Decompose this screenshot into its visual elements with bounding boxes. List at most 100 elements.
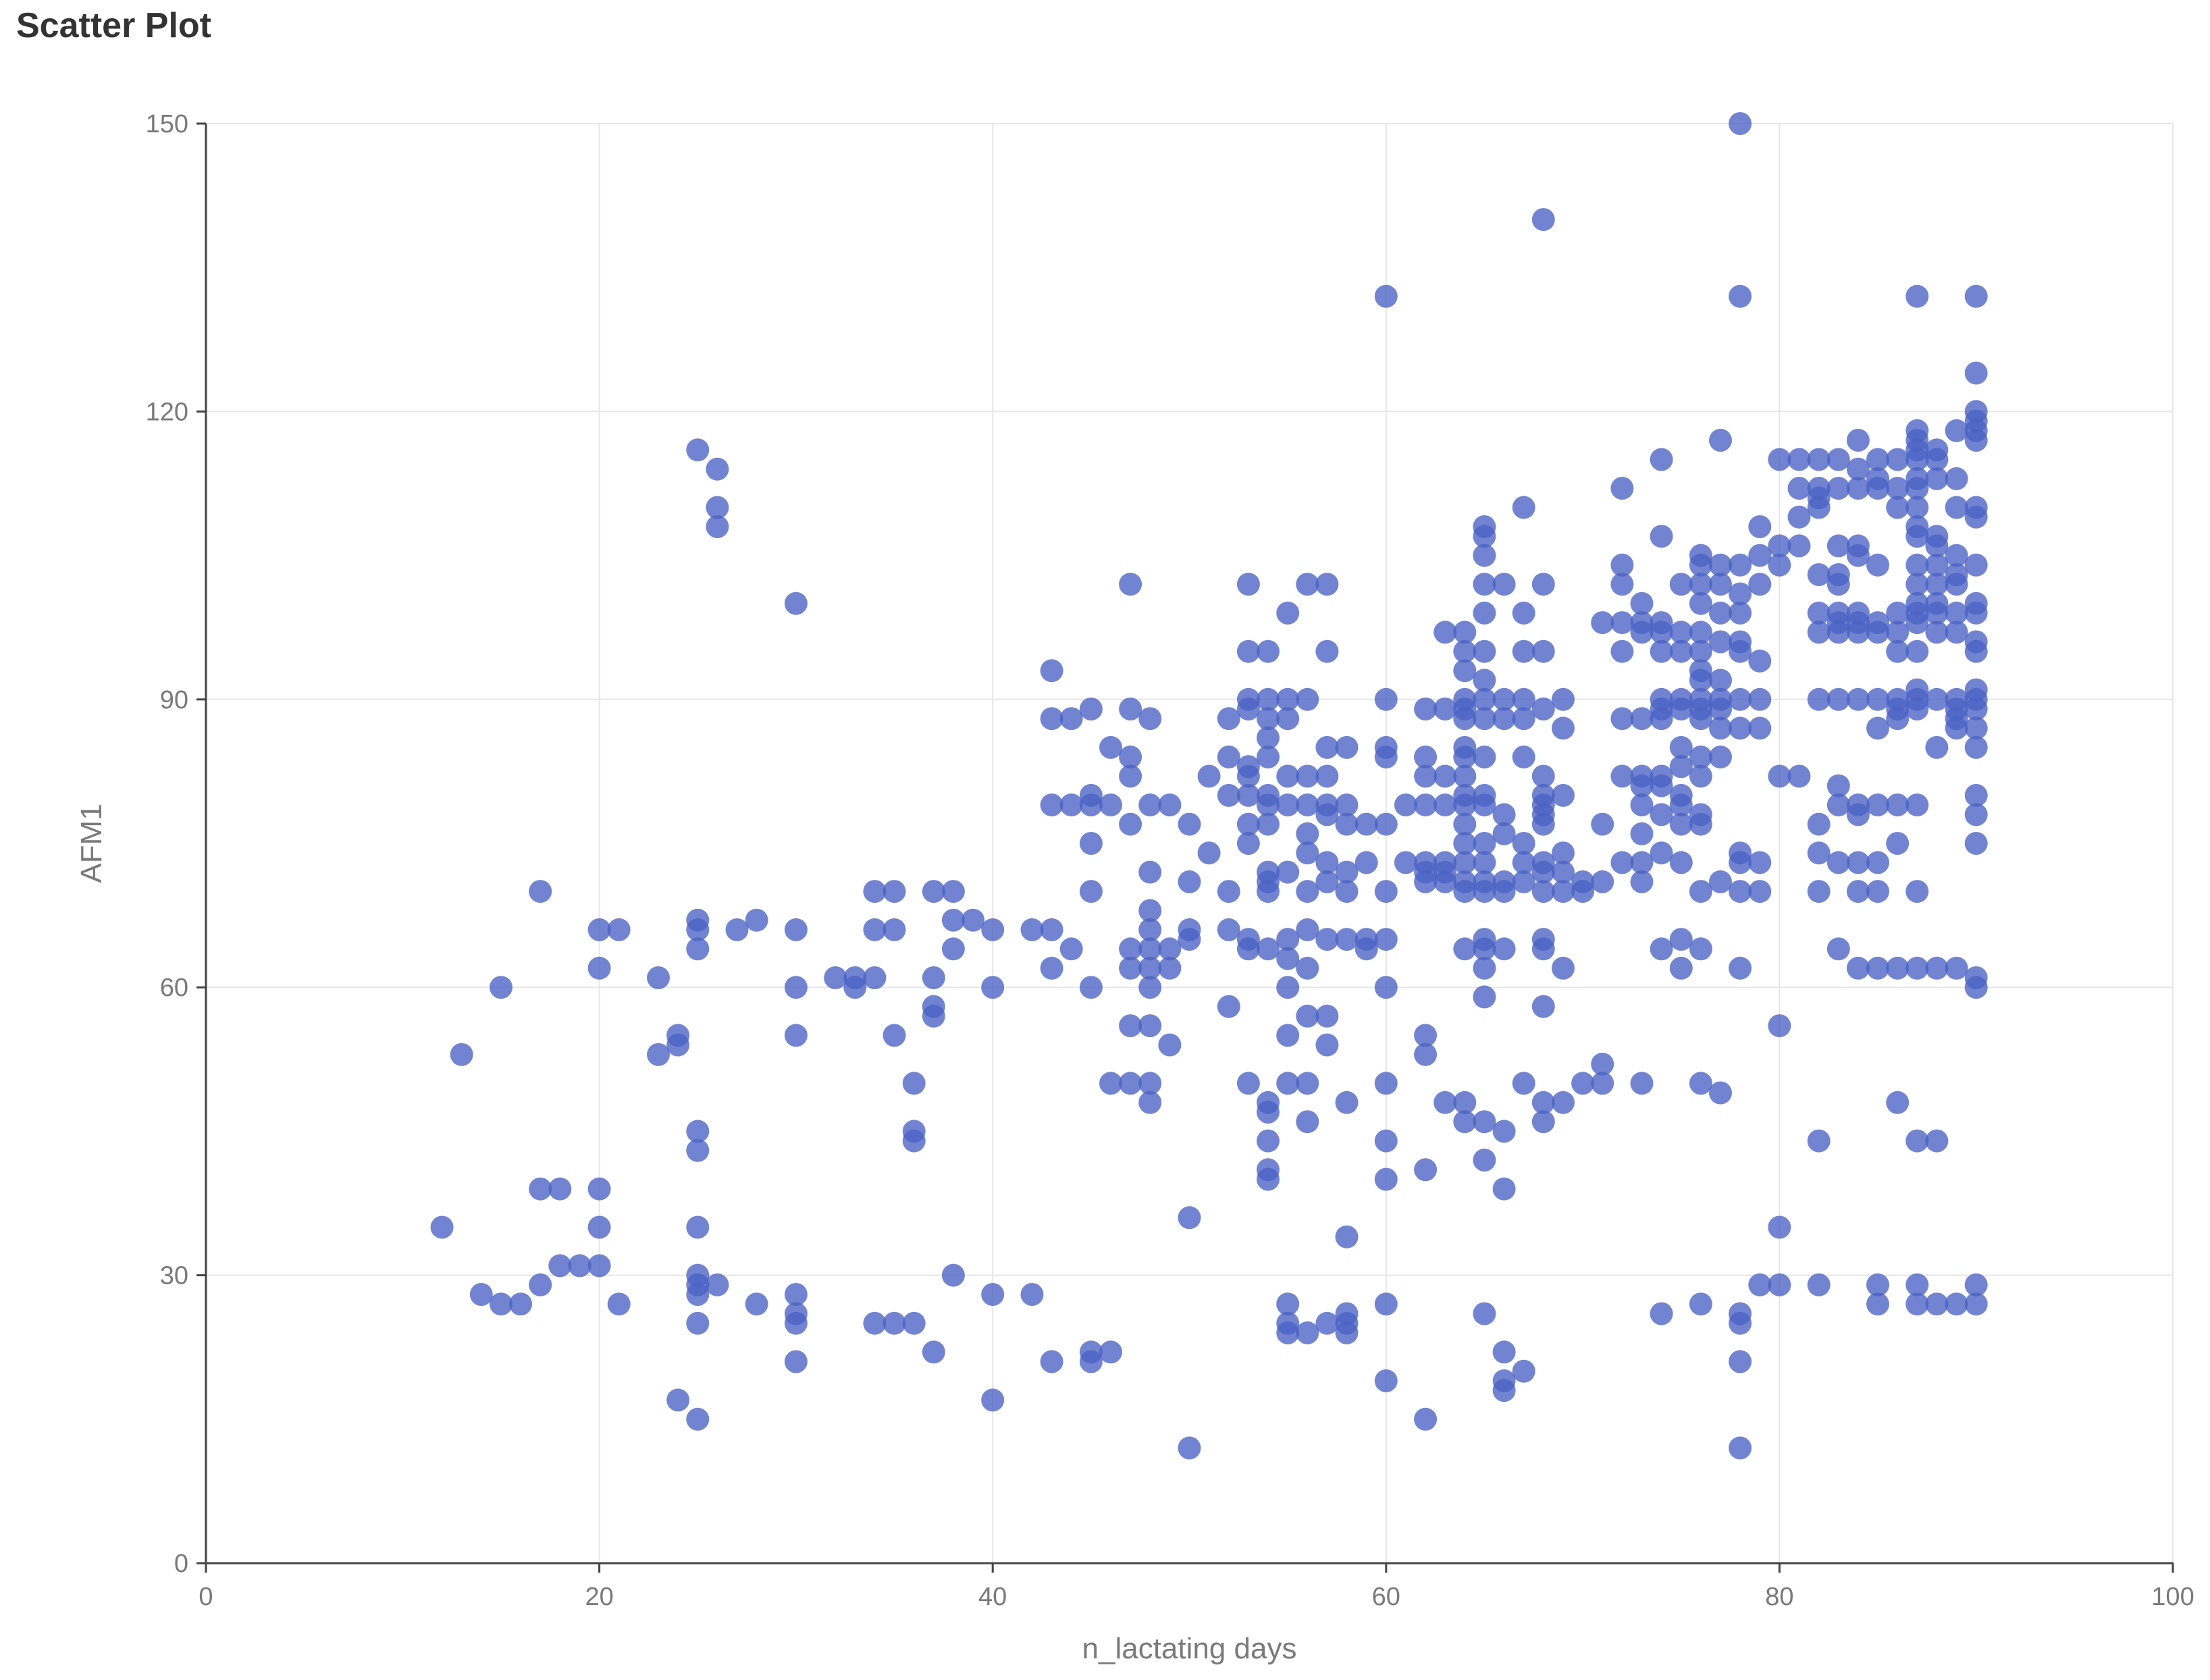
data-point [568,1254,591,1278]
data-point [1610,639,1634,663]
data-point [1119,1014,1142,1038]
data-point [1374,735,1398,759]
data-point [1492,803,1516,826]
data-point [1354,812,1378,836]
data-point [1925,687,1949,711]
data-point [1315,639,1339,663]
data-point [1079,783,1103,807]
data-point [1807,621,1831,644]
data-point [1453,639,1477,663]
data-point [1709,870,1732,893]
data-point [883,918,906,941]
data-point [1414,1407,1438,1431]
data-point [1591,812,1614,836]
data-point [1158,937,1182,961]
data-point [1492,937,1516,961]
data-point [1905,573,1929,596]
data-point [1315,793,1339,817]
data-point [1531,851,1555,874]
data-point [1138,1014,1162,1038]
data-point [1473,1110,1496,1134]
data-point [1571,1072,1595,1095]
data-point [922,880,945,903]
data-point [1473,928,1496,951]
data-point [1374,812,1398,836]
data-point [1964,361,1988,385]
data-point [902,1072,926,1095]
data-point [1492,1369,1516,1392]
data-point [1787,534,1811,558]
data-point [981,918,1005,941]
data-point [1729,956,1752,980]
data-point [1610,477,1634,500]
data-point [1315,573,1339,596]
data-point [1473,544,1496,567]
data-point [1531,639,1555,663]
data-point [1886,621,1910,644]
data-point [1276,1311,1300,1335]
data-point [1315,851,1339,874]
grid-lines [206,123,2174,1563]
data-point [1296,1321,1319,1344]
data-point [1925,1129,1949,1153]
data-point [1099,735,1122,759]
data-point [1945,1292,1968,1316]
data-point [1040,707,1063,731]
data-point [1964,678,1988,702]
data-point [1787,477,1811,500]
data-point [1689,544,1712,567]
data-point [1236,783,1260,807]
data-point [1630,822,1654,845]
y-tick-label: 0 [174,1550,188,1578]
data-point [981,1283,1005,1306]
data-point [1414,793,1438,817]
data-point [1945,601,1968,625]
data-point [1807,448,1831,471]
data-point [1826,774,1850,797]
data-point [607,918,631,941]
data-point [1492,687,1516,711]
data-point [1473,783,1496,807]
data-point [1059,937,1083,961]
axes [205,124,2173,1565]
data-point [1059,793,1083,817]
data-point [922,1340,945,1364]
data-point [1276,976,1300,999]
data-point [883,1024,906,1047]
x-tick-label: 80 [1765,1583,1793,1611]
data-point [1905,419,1929,442]
data-point [1650,687,1673,711]
data-point [1709,716,1732,740]
data-point [1748,544,1772,567]
data-point [1296,1110,1319,1134]
data-point [1257,860,1280,884]
data-point [1374,1369,1398,1392]
data-point [1512,745,1535,769]
data-point [706,1273,729,1296]
data-point [1964,966,1988,989]
data-point [1099,1072,1122,1095]
data-point [1866,1292,1889,1316]
data-point [706,457,729,481]
data-point [1079,832,1103,855]
data-point [1846,851,1870,874]
data-point [1059,707,1083,731]
data-point [1335,928,1359,951]
data-point [1729,284,1752,308]
data-point [1276,1072,1300,1095]
y-tick-label: 90 [160,686,188,714]
data-point [1945,496,1968,519]
data-point [1257,1129,1280,1153]
data-point [1296,918,1319,941]
data-point [1886,793,1910,817]
data-point [1748,851,1772,874]
y-tick-label: 30 [160,1262,188,1290]
data-point [1689,764,1712,788]
data-point [1414,1043,1438,1066]
data-point [1689,803,1712,826]
data-point [1768,448,1791,471]
data-point [1729,630,1752,654]
data-point [1197,764,1221,788]
data-point [1119,745,1142,769]
data-point [1315,1311,1339,1335]
